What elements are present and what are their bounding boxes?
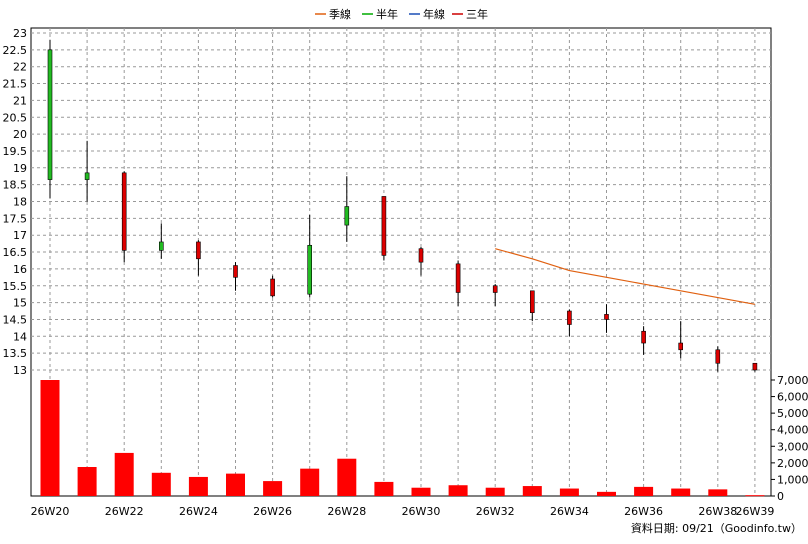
candle-body-up (47, 49, 53, 180)
volume-tick-label: 2,000 (777, 457, 808, 470)
price-tick-label: 22 (13, 61, 27, 74)
legend-label: 三年 (466, 7, 488, 21)
volume-bar (708, 489, 728, 496)
x-tick-label: 26W32 (476, 505, 515, 518)
candle-body-down (604, 314, 609, 320)
price-tick-label: 19 (13, 162, 27, 175)
volume-bar (226, 473, 245, 496)
volume-bar (634, 486, 654, 496)
candle-body-down (381, 196, 387, 256)
price-tick-label: 16.5 (3, 246, 28, 259)
candle-body-down (233, 265, 238, 278)
data-date-credit: 資料日期: 09/21（Goodinfo.tw） (630, 522, 802, 535)
price-tick-label: 23 (13, 27, 27, 40)
price-tick-label: 14 (13, 330, 27, 343)
legend-label: 年線 (423, 7, 445, 21)
x-tick-label: 26W38 (698, 505, 737, 518)
volume-tick-label: 1,000 (777, 473, 808, 486)
quarter-ma-line (495, 248, 756, 305)
plot-frame (30, 27, 772, 497)
price-tick-label: 18 (13, 196, 27, 209)
price-tick-label: 21.5 (3, 78, 28, 91)
price-tick-label: 17.5 (3, 212, 28, 225)
legend-label: 半年 (376, 7, 398, 21)
volume-bar (337, 458, 357, 496)
volume-tick-label: 4,000 (777, 424, 808, 437)
x-tick-label: 26W36 (624, 505, 663, 518)
volume-tick-label: 3,000 (777, 440, 808, 453)
candle-body-down (196, 241, 201, 260)
x-tick-label: 26W39 (735, 505, 774, 518)
volume-bar (77, 467, 97, 496)
volume-bar (597, 491, 616, 496)
volume-bar (522, 486, 542, 496)
price-tick-label: 19.5 (3, 145, 28, 158)
price-tick-label: 16 (13, 263, 27, 276)
candle-body-down (715, 349, 721, 364)
price-tick-label: 13.5 (3, 347, 28, 360)
volume-bar (300, 468, 320, 496)
volume-bar (671, 488, 691, 496)
price-tick-label: 13 (13, 364, 27, 377)
candle-body-down (529, 290, 535, 314)
candle-body-up (84, 172, 90, 180)
price-tick-label: 20 (13, 128, 27, 141)
volume-bar (411, 487, 431, 496)
price-tick-label: 21 (13, 94, 27, 107)
price-tick-label: 22.5 (3, 44, 28, 57)
price-tick-label: 17 (13, 229, 27, 242)
volume-bar (151, 472, 171, 496)
candle-body-down (455, 263, 461, 293)
volume-tick-label: 5,000 (777, 407, 808, 420)
price-tick-label: 15 (13, 297, 27, 310)
volume-bar (745, 495, 765, 497)
candle-body-down (567, 310, 572, 325)
candle-body-down (121, 172, 127, 251)
x-tick-label: 26W34 (550, 505, 589, 518)
x-tick-label: 26W20 (31, 505, 70, 518)
volume-tick-label: 6,000 (777, 391, 808, 404)
x-tick-label: 26W28 (327, 505, 366, 518)
volume-bar (374, 481, 394, 496)
volume-bar (40, 380, 60, 496)
candle-body-down (418, 248, 424, 263)
volume-bar (448, 485, 468, 496)
candle-body-down (678, 342, 684, 351)
price-tick-label: 20.5 (3, 111, 28, 124)
volume-bar (188, 476, 208, 496)
price-tick-label: 15.5 (3, 280, 28, 293)
x-tick-label: 26W24 (179, 505, 218, 518)
candle-body-down (641, 330, 646, 344)
price-tick-label: 14.5 (3, 313, 28, 326)
candle-body-up (159, 241, 164, 251)
volume-bar (263, 481, 283, 496)
volume-tick-label: 0 (777, 490, 784, 503)
candle-body-down (492, 285, 498, 293)
candle-body-down (270, 278, 275, 297)
candle-body-up (344, 206, 350, 226)
volume-bar (559, 488, 579, 496)
candle-body-down (752, 362, 758, 371)
x-tick-label: 26W26 (253, 505, 292, 518)
candle-body-up (307, 245, 313, 295)
x-tick-label: 26W30 (402, 505, 441, 518)
x-tick-label: 26W22 (105, 505, 144, 518)
legend-label: 季線 (329, 7, 351, 21)
volume-bar (114, 452, 134, 496)
price-tick-label: 18.5 (3, 179, 28, 192)
volume-tick-label: 7,000 (777, 374, 808, 387)
volume-bar (485, 487, 505, 496)
